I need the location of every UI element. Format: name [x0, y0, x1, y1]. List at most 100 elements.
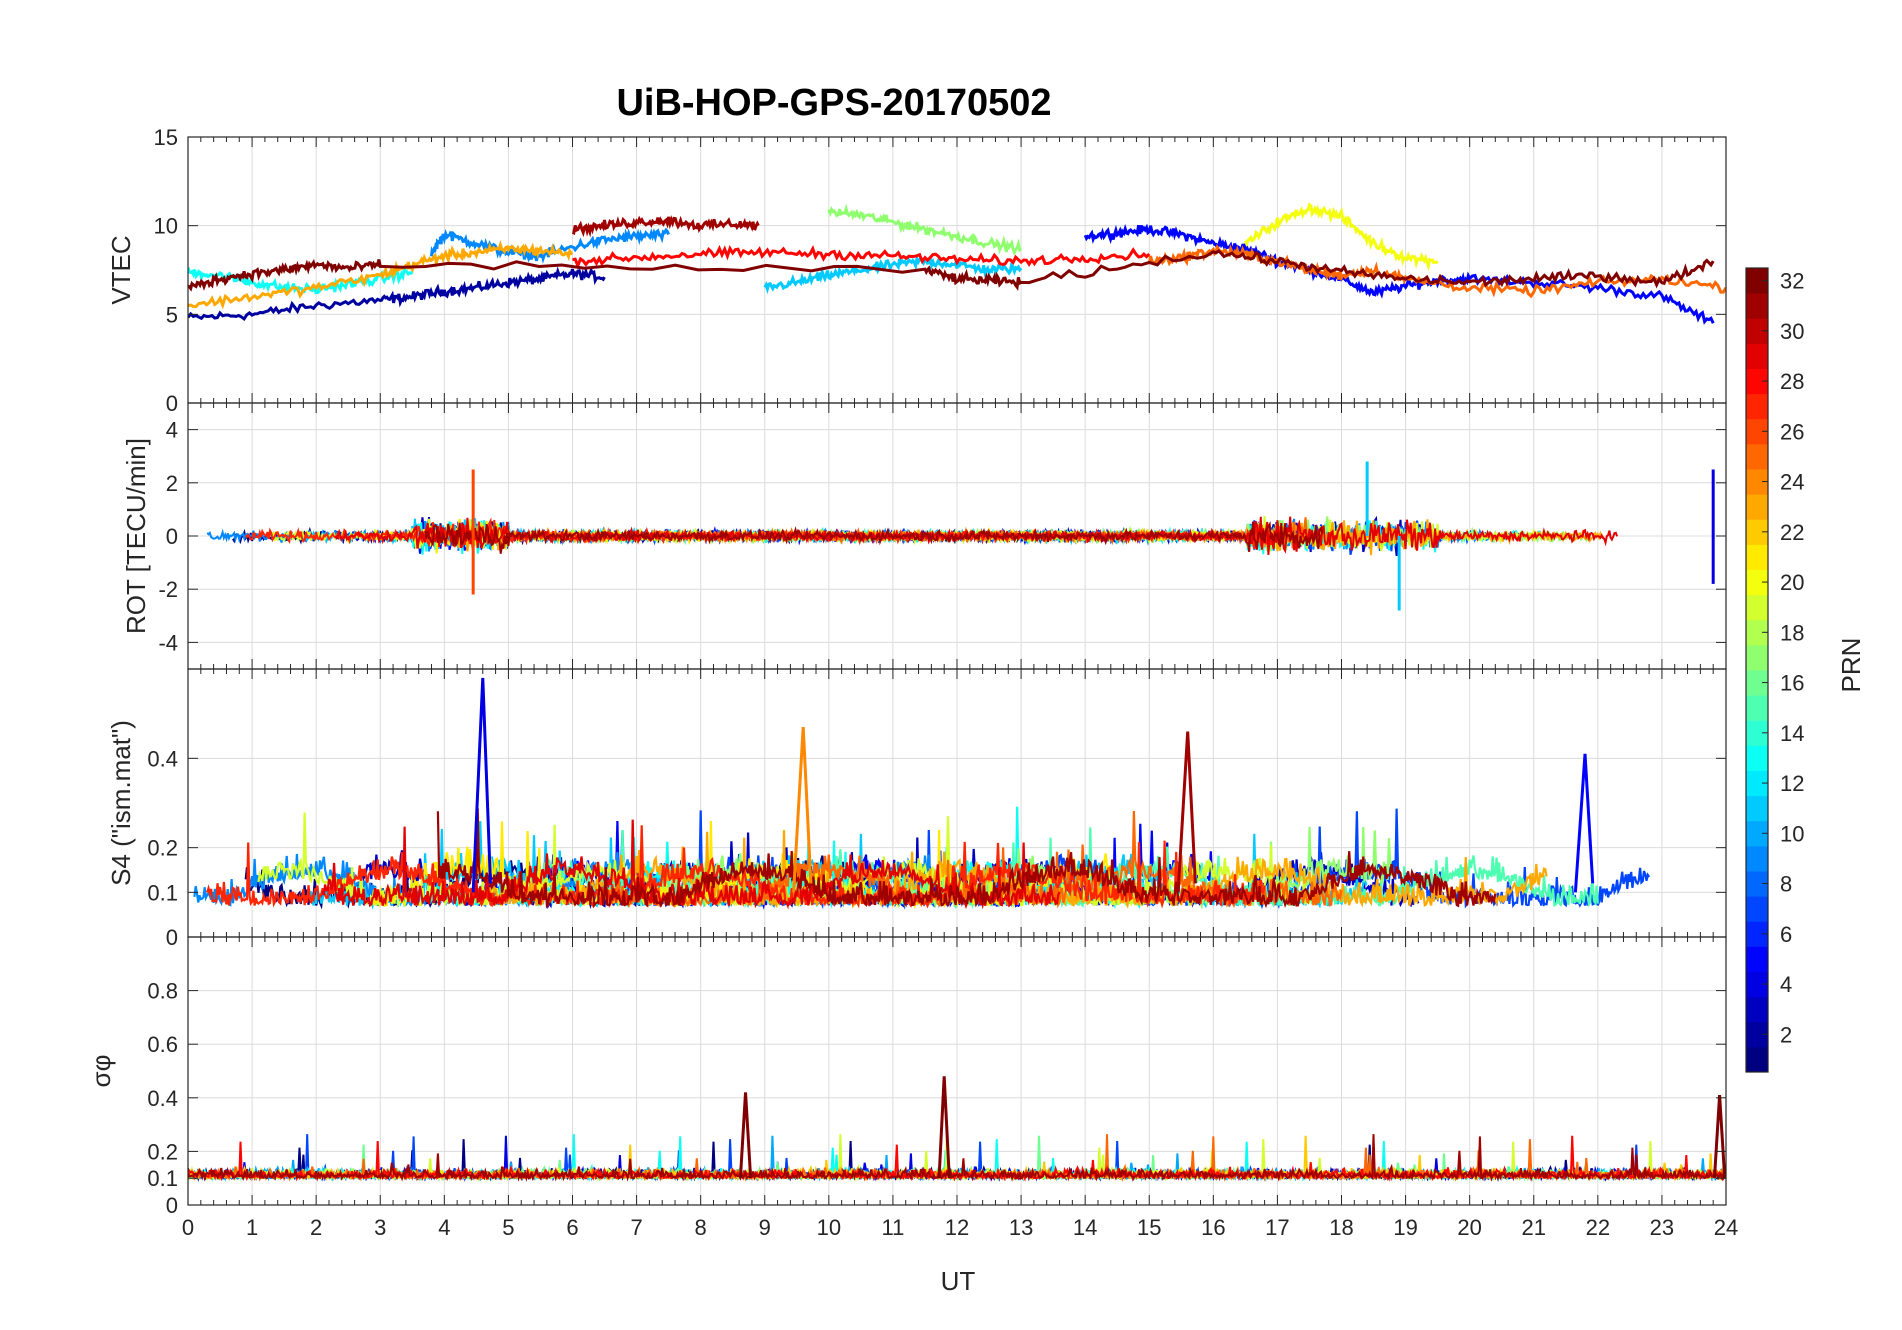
colorbar-segment [1746, 946, 1768, 972]
colorbar-segment [1746, 494, 1768, 520]
panel-sigma: 00.10.2 0.4 0.6 0.8 σφ [86, 936, 1727, 1218]
y-tick-label: 0 [166, 925, 178, 950]
x-tick-label: 1 [246, 1215, 258, 1240]
y-tick-label: 5 [166, 302, 178, 327]
colorbar-tick-label: 8 [1780, 872, 1792, 897]
colorbar-tick-label: 14 [1780, 721, 1804, 746]
colorbar-segment [1746, 268, 1768, 294]
x-tick-label: 0 [182, 1215, 194, 1240]
s4-peak [792, 726, 813, 893]
colorbar-segment [1746, 921, 1768, 947]
colorbar-tick-label: 24 [1780, 470, 1804, 495]
colorbar-tick-label: 20 [1780, 570, 1804, 595]
x-tick-label: 8 [695, 1215, 707, 1240]
colorbar-tick-label: 22 [1780, 520, 1804, 545]
colorbar-tick-label: 18 [1780, 620, 1804, 645]
colorbar-segment [1746, 745, 1768, 771]
colorbar-segment [1746, 770, 1768, 797]
x-tick-label: 22 [1586, 1215, 1610, 1240]
x-tick-label: 17 [1265, 1215, 1289, 1240]
colorbar-label: PRN [1836, 638, 1866, 693]
vtec-line-prn-28 [572, 244, 1151, 270]
colorbar-segment [1746, 695, 1768, 721]
colorbar-tick-label: 28 [1780, 369, 1804, 394]
x-tick-label: 4 [438, 1215, 450, 1240]
x-tick-label: 15 [1137, 1215, 1161, 1240]
vtec-line-prn-11 [763, 253, 1023, 295]
x-tick-label: 6 [566, 1215, 578, 1240]
x-tick-label: 7 [630, 1215, 642, 1240]
s4-peak [471, 677, 492, 893]
x-tick-label: 19 [1393, 1215, 1417, 1240]
y-tick-label: 0.2 [147, 1139, 178, 1164]
x-tick-label: 9 [759, 1215, 771, 1240]
data-group-sigma [188, 1076, 1726, 1183]
colorbar-segment [1746, 845, 1768, 872]
colorbar-tick-label: 6 [1780, 922, 1792, 947]
colorbar-segment [1746, 1046, 1768, 1073]
colorbar-segment [1746, 896, 1768, 922]
colorbar-frame [1745, 267, 1769, 1073]
s4-peak [1176, 731, 1197, 893]
y-tick-label: 0.1 [147, 1166, 178, 1191]
colorbar-segment [1746, 871, 1768, 897]
x-tick-label: 11 [881, 1215, 904, 1240]
s4-line-prn-29 [321, 819, 1061, 910]
colorbar-segment [1746, 343, 1768, 369]
x-tick-label: 13 [1009, 1215, 1033, 1240]
vtec-line-prn-31 [571, 215, 760, 238]
y-tick-label: 2 [166, 471, 178, 496]
y-tick-label: 0.4 [147, 746, 178, 771]
panel-rot: -4 -2 0 2 4 ROT [TECU/min] [121, 402, 1727, 670]
y-tick-label: 0.1 [147, 880, 178, 905]
y-axis-label-sigma: σφ [86, 1055, 116, 1088]
colorbar-tick-label: 32 [1780, 269, 1804, 294]
panel-vtec: 0 5 10 15 VTEC [106, 125, 1727, 416]
y-tick-label: 0 [166, 524, 178, 549]
y-tick-label: 10 [154, 214, 178, 239]
x-tick-label: 16 [1201, 1215, 1225, 1240]
y-tick-label: 0.8 [147, 979, 178, 1004]
vtec-line-prn-25 [1147, 243, 1726, 299]
colorbar-tick-label: 30 [1780, 319, 1804, 344]
colorbar-segment [1746, 293, 1768, 319]
colorbar-tick-label: 4 [1780, 972, 1792, 997]
rot-line-prn-31 [424, 521, 1324, 554]
x-axis-label: UT [941, 1266, 976, 1296]
data-group-rot [206, 461, 1715, 611]
x-tick-label: 21 [1522, 1215, 1546, 1240]
colorbar-segment [1746, 519, 1768, 545]
colorbar-segment [1746, 996, 1768, 1023]
y-tick-label: -2 [158, 577, 178, 602]
x-tick-label: 5 [502, 1215, 514, 1240]
y-tick-label: 0.4 [147, 1086, 178, 1111]
y-tick-label: 15 [154, 125, 178, 150]
colorbar-tick-label: 26 [1780, 419, 1804, 444]
x-tick-label: 24 [1714, 1215, 1738, 1240]
x-tick-label: 14 [1073, 1215, 1097, 1240]
x-tick-label: 12 [945, 1215, 969, 1240]
colorbar-segment [1746, 644, 1768, 671]
sigma-line-prn-31 [188, 1134, 1726, 1183]
x-tick-label: 10 [817, 1215, 841, 1240]
data-group-vtec [188, 202, 1726, 325]
colorbar-tick-label: 2 [1780, 1022, 1792, 1047]
vtec-line-prn-23 [188, 239, 574, 310]
colorbar-segment [1746, 594, 1768, 621]
colorbar-segment [1746, 820, 1768, 847]
y-axis-label-s4: S4 ("ism.mat") [106, 720, 136, 886]
colorbar-segment [1746, 670, 1768, 696]
x-tick-label: 3 [374, 1215, 386, 1240]
chart-title: UiB-HOP-GPS-20170502 [616, 82, 1051, 124]
colorbar-segment [1746, 318, 1768, 344]
x-tick-label: 2 [310, 1215, 322, 1240]
s4-line-prn-31 [436, 808, 1497, 909]
sigma-peak [738, 1092, 753, 1179]
vtec-line-prn-2 [188, 266, 606, 322]
sigma-peak [1712, 1095, 1726, 1179]
vtec-line-prn-32 [188, 249, 1715, 292]
colorbar-segment [1746, 544, 1768, 570]
